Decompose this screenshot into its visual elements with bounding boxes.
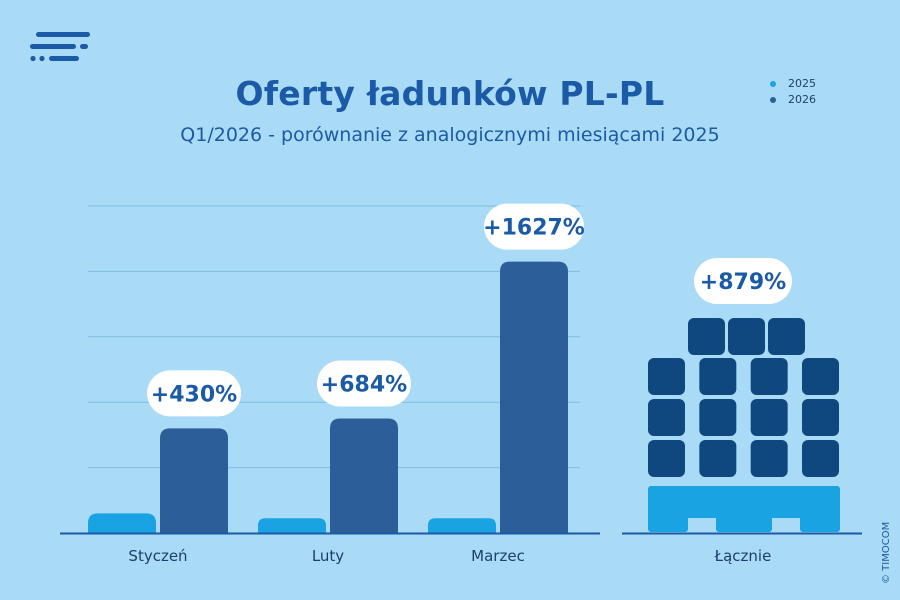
change-label: +430% [151, 382, 237, 407]
bar-2025-Luty [258, 518, 326, 533]
total-pallet-icon [648, 318, 840, 532]
bar-2025-Marzec [428, 518, 496, 533]
x-tick-label: Styczeń [128, 547, 187, 565]
change-label-bubble [147, 370, 241, 417]
box [802, 440, 839, 477]
box [802, 399, 839, 436]
pallet-deck [648, 486, 840, 518]
timocom-logo [30, 32, 90, 62]
box [802, 358, 839, 395]
legend-label-2025: 2025 [788, 77, 816, 90]
bar-2026-Marzec [500, 261, 568, 533]
bar-2026-Luty [330, 418, 398, 533]
box [699, 399, 737, 436]
box [728, 318, 765, 355]
box [768, 318, 805, 355]
pallet-foot [800, 512, 840, 532]
box [648, 399, 685, 436]
box [648, 358, 685, 395]
box [699, 440, 737, 477]
total-change-label: +879% [700, 270, 786, 295]
chart-subtitle: Q1/2026 - porównanie z analogicznymi mie… [180, 124, 720, 146]
box [699, 358, 737, 395]
chart-title: Oferty ładunków PL-PL [235, 74, 665, 113]
box [750, 358, 788, 395]
copyright-text: © TIMOCOM [881, 521, 892, 584]
legend-label-2026: 2026 [788, 93, 816, 106]
legend-dot-2026 [770, 97, 776, 103]
box [648, 440, 685, 477]
legend-dot-2025 [770, 81, 776, 87]
pallet-foot [648, 512, 688, 532]
pallet-foot [716, 512, 772, 532]
change-label-bubble [484, 203, 584, 250]
x-tick-label: Luty [312, 547, 344, 565]
box [688, 318, 725, 355]
legend: 2025 2026 [770, 76, 816, 108]
legend-item-2026: 2026 [770, 92, 816, 108]
change-label: +1627% [483, 216, 585, 241]
x-tick-label: Marzec [471, 547, 525, 565]
bar-2025-Styczeń [88, 513, 156, 533]
total-change-bubble [694, 258, 792, 304]
box [750, 440, 788, 477]
change-label: +684% [321, 373, 407, 398]
change-label-bubble [317, 360, 411, 407]
box [750, 399, 788, 436]
legend-item-2025: 2025 [770, 76, 816, 92]
bar-2026-Styczeń [160, 428, 228, 533]
total-label: Łącznie [714, 547, 772, 565]
